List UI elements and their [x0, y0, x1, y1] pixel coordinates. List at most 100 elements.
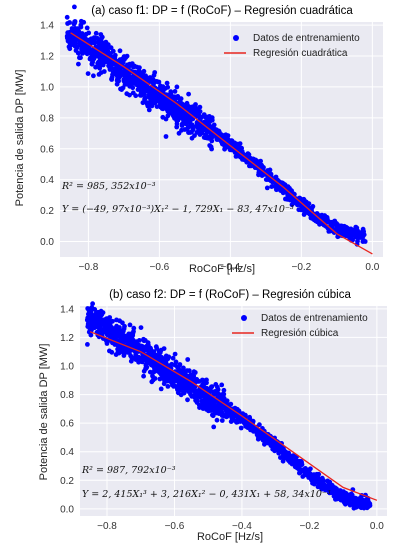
chart-b-data-point	[190, 378, 195, 384]
chart-a-data-point	[145, 88, 150, 93]
chart-b-data-point	[125, 340, 131, 346]
chart-b-plot-area: −0.8 −0.6 −0.4 −0.2 0.0 0.0 0.2 0.4 0.6 0.8 1.0 1.2…	[60, 301, 387, 532]
chart-a-ytick-label: 0.8	[40, 113, 54, 124]
legend-b-line-label: Regresión cúbica	[261, 328, 339, 339]
chart-a-data-point	[354, 233, 359, 239]
chart-b-data-point	[177, 362, 183, 367]
chart-b-data-point	[143, 357, 149, 363]
chart-a-data-point	[172, 98, 178, 104]
chart-a-data-point	[124, 91, 130, 97]
chart-b-data-point	[214, 390, 219, 396]
chart-a-data-point	[281, 186, 287, 192]
chart-b-data-point	[316, 476, 321, 481]
chart-a-ytick-label: 0.6	[40, 144, 54, 155]
chart-b-data-point	[187, 373, 193, 378]
chart-a-data-point	[208, 144, 214, 150]
chart-b-data-point	[154, 346, 160, 351]
chart-b-data-point	[210, 398, 216, 404]
chart-a-equation: Y = (−49, 97x10⁻³)X₁² − 1, 729X₁ − 83, 4…	[62, 204, 294, 215]
chart-b-data-point	[139, 346, 145, 351]
legend-a-scatter-marker	[233, 35, 239, 41]
chart-b-data-point	[287, 454, 293, 460]
chart-b-data-point	[219, 382, 225, 388]
chart-b-data-point	[151, 349, 157, 355]
chart-b-data-point	[144, 347, 150, 353]
chart-a-data-point	[120, 85, 126, 91]
chart-b-data-point	[219, 418, 225, 423]
chart-b-data-point	[209, 384, 215, 389]
chart-b-data-point	[210, 412, 215, 418]
chart-a-data-point	[181, 118, 186, 123]
chart-a-data-point	[174, 124, 180, 130]
chart-b-xtick-label: 0.0	[370, 521, 384, 532]
chart-b-scatter-series	[84, 301, 373, 511]
chart-a-data-point	[101, 41, 107, 47]
chart-a-xtick-label: −0.2	[291, 262, 311, 273]
chart-b-data-point	[311, 481, 317, 487]
chart-b-data-point	[95, 316, 100, 321]
chart-a-data-point	[98, 32, 104, 37]
chart-a-data-point	[141, 90, 147, 96]
chart-a-ytick-label: 1.2	[40, 52, 54, 63]
chart-a-data-point	[91, 73, 96, 79]
chart-b-xlabel: RoCoF [Hz/s]	[197, 531, 263, 543]
chart-b-data-point	[297, 458, 302, 464]
chart-a-xtick-label: 0.0	[365, 262, 379, 273]
chart-b-ytick-label: 1.2	[60, 333, 74, 344]
chart-a-data-point	[142, 96, 148, 102]
chart-b-data-point	[85, 306, 91, 311]
chart-a-data-point	[296, 202, 302, 208]
chart-a-data-point	[186, 91, 192, 97]
chart-b-data-point	[194, 400, 200, 405]
chart-a-data-point	[166, 101, 172, 107]
chart-a-data-point	[327, 220, 332, 226]
chart-b-data-point	[282, 449, 288, 454]
chart-b-data-point	[188, 384, 194, 390]
chart-a-data-point	[201, 113, 207, 118]
chart-b-data-point	[172, 383, 178, 389]
chart-a-data-point	[79, 31, 85, 36]
chart-b-data-point	[181, 365, 186, 371]
chart-a-data-point	[170, 112, 176, 117]
chart-a-data-point	[101, 69, 107, 74]
chart-b-xtick-label: −0.8	[97, 521, 117, 532]
chart-b-data-point	[268, 443, 274, 449]
chart-a-data-point	[172, 89, 178, 94]
legend-b-scatter-marker	[241, 315, 247, 321]
chart-b-data-point	[186, 368, 192, 374]
chart-a-data-point	[152, 70, 158, 75]
chart-b-data-point	[173, 373, 179, 379]
chart-b-data-point	[145, 343, 151, 349]
chart-a-data-point	[146, 95, 152, 100]
chart-a-data-point	[175, 94, 181, 99]
chart-a-xtick-label: −0.8	[79, 262, 99, 273]
chart-a-data-point	[174, 84, 180, 90]
chart-a-data-point	[97, 55, 103, 60]
chart-b-data-point	[201, 394, 207, 399]
chart-b-data-point	[147, 369, 153, 375]
chart-a-data-point	[134, 64, 140, 70]
chart-a-data-point	[279, 180, 284, 186]
chart-b-data-point	[184, 382, 190, 387]
chart-b-data-point	[162, 378, 167, 383]
chart-a-data-point	[86, 30, 92, 36]
chart-b-equation: Y = 2, 415X₁³ + 3, 216X₁² − 0, 431X₁ + 5…	[82, 489, 331, 500]
chart-a-ytick-label: 0.2	[40, 206, 54, 217]
chart-b-data-point	[106, 315, 112, 321]
chart-b-data-point	[178, 381, 184, 387]
chart-a-xlabel: RoCoF [Hz/s]	[189, 263, 255, 275]
chart-a-data-point	[304, 208, 309, 214]
chart-b-data-point	[144, 365, 149, 370]
chart-a-data-point	[184, 102, 190, 108]
chart-a-data-point	[123, 55, 129, 60]
chart-a-data-point	[190, 126, 196, 132]
chart-b-data-point	[282, 453, 288, 458]
chart-b-regression-line	[89, 331, 378, 501]
chart-b-data-point	[107, 348, 112, 354]
chart-b-data-point	[308, 474, 314, 480]
chart-a-data-point	[336, 229, 342, 235]
chart-a-data-point	[199, 130, 205, 136]
chart-b-data-point	[327, 483, 332, 489]
chart-a-data-point	[69, 35, 75, 41]
